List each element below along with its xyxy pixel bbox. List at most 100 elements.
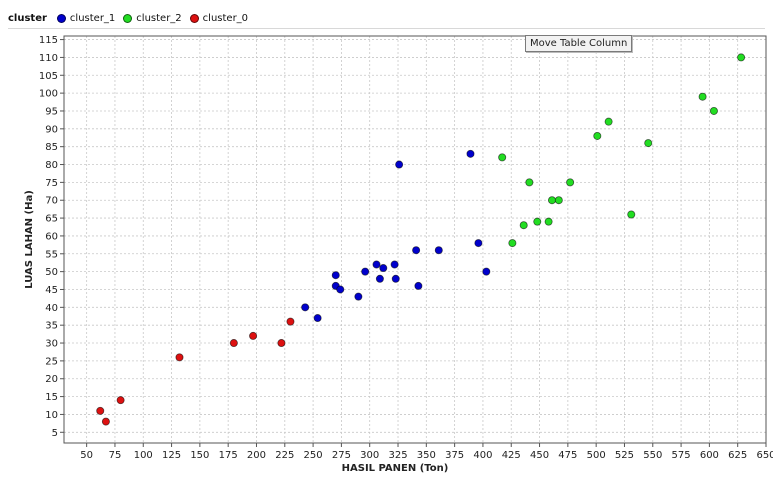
y-tick-label: 40 (45, 303, 58, 314)
y-tick-label: 35 (45, 321, 58, 332)
x-tick-label: 475 (558, 450, 577, 461)
tooltip: Move Table Column (525, 35, 633, 52)
data-point[interactable] (391, 274, 400, 283)
legend-item-cluster-0: cluster_0 (189, 12, 249, 24)
x-tick-label: 225 (275, 450, 294, 461)
data-point[interactable] (175, 353, 184, 362)
x-tick-label: 600 (700, 450, 719, 461)
y-tick-label: 65 (45, 214, 58, 225)
data-point[interactable] (533, 217, 542, 226)
data-point[interactable] (554, 196, 563, 205)
data-point[interactable] (301, 303, 310, 312)
x-tick-label: 150 (190, 450, 209, 461)
data-point[interactable] (229, 339, 238, 348)
data-point[interactable] (286, 317, 295, 326)
data-point[interactable] (644, 139, 653, 148)
data-point[interactable] (414, 281, 423, 290)
x-tick-label: 250 (304, 450, 323, 461)
data-point[interactable] (709, 106, 718, 115)
grid-lines (64, 36, 767, 443)
data-point[interactable] (361, 267, 370, 276)
y-tick-label: 10 (45, 410, 58, 421)
legend-swatch-cluster-1 (56, 13, 66, 23)
x-tick-label: 300 (360, 450, 379, 461)
x-tick-label: 275 (332, 450, 351, 461)
y-axis-label: LUAS LAHAN (Ha) (24, 190, 35, 289)
x-tick-label: 50 (80, 450, 93, 461)
x-tick-label: 450 (530, 450, 549, 461)
data-point[interactable] (372, 260, 381, 269)
data-point[interactable] (101, 417, 110, 426)
x-tick-label: 400 (473, 450, 492, 461)
data-point[interactable] (336, 285, 345, 294)
data-point[interactable] (593, 131, 602, 140)
y-tick-label: 25 (45, 356, 58, 367)
x-tick-label: 425 (502, 450, 521, 461)
data-point[interactable] (498, 153, 507, 162)
y-tick-label: 85 (45, 142, 58, 153)
data-point[interactable] (508, 239, 517, 248)
y-axis-ticks: 5 10 15 20 25 30 35 40 45 50 55 60 65 70 75 80 85 90 95 100… (39, 35, 64, 439)
legend-swatch-cluster-2 (123, 13, 133, 23)
y-tick-label: 95 (45, 106, 58, 117)
data-point[interactable] (375, 274, 384, 283)
data-point[interactable] (519, 221, 528, 230)
data-point[interactable] (412, 246, 421, 255)
data-point[interactable] (698, 92, 707, 101)
legend-label-cluster-0: cluster_0 (202, 12, 249, 24)
data-point[interactable] (474, 239, 483, 248)
data-point[interactable] (566, 178, 575, 187)
legend-title: cluster (8, 12, 47, 24)
y-tick-label: 105 (39, 71, 58, 82)
x-tick-label: 500 (587, 450, 606, 461)
plot-area (64, 36, 766, 443)
data-point[interactable] (395, 160, 404, 169)
data-point[interactable] (544, 217, 553, 226)
y-tick-label: 100 (39, 89, 58, 100)
data-point[interactable] (548, 196, 557, 205)
legend-item-cluster-1: cluster_1 (56, 12, 116, 24)
data-point[interactable] (482, 267, 491, 276)
x-tick-label: 575 (672, 450, 691, 461)
plot-frame (63, 35, 767, 444)
data-point[interactable] (277, 339, 286, 348)
legend-item-cluster-2: cluster_2 (123, 13, 182, 24)
data-point[interactable] (96, 406, 105, 415)
x-tick-label: 75 (109, 450, 122, 461)
legend-swatch-cluster-0 (189, 13, 199, 23)
x-tick-label: 525 (615, 450, 634, 461)
data-point[interactable] (604, 117, 613, 126)
data-point[interactable] (116, 396, 125, 405)
y-tick-label: 45 (45, 285, 58, 296)
x-axis-ticks: 50 75 100 125 150 175 200 225 250 275 300 325 350 375… (80, 443, 773, 461)
data-point[interactable] (466, 149, 475, 158)
x-tick-label: 625 (728, 450, 747, 461)
y-tick-label: 20 (45, 374, 58, 385)
x-tick-label: 350 (417, 450, 436, 461)
x-axis-label: HASIL PANEN (Ton) (342, 463, 449, 474)
data-point[interactable] (390, 260, 399, 269)
data-point[interactable] (627, 210, 636, 219)
legend-label-cluster-1: cluster_1 (69, 12, 116, 24)
data-point[interactable] (379, 264, 388, 273)
x-tick-label: 375 (445, 450, 464, 461)
x-tick-label: 550 (643, 450, 662, 461)
data-point[interactable] (354, 292, 363, 301)
series-cluster-0 (96, 317, 295, 426)
data-point[interactable] (331, 271, 340, 280)
x-tick-label: 175 (219, 450, 238, 461)
y-tick-label: 80 (45, 160, 58, 171)
series-cluster-1 (301, 149, 491, 323)
x-tick-label: 650 (756, 450, 773, 461)
series-cluster-2 (498, 53, 746, 248)
y-tick-label: 115 (39, 35, 58, 46)
data-point[interactable] (313, 314, 322, 323)
data-point[interactable] (737, 53, 746, 62)
data-point[interactable] (525, 178, 534, 187)
x-tick-label: 100 (134, 450, 153, 461)
data-point[interactable] (434, 246, 443, 255)
data-point[interactable] (249, 331, 258, 340)
x-tick-label: 200 (247, 450, 266, 461)
y-tick-label: 15 (45, 392, 58, 403)
